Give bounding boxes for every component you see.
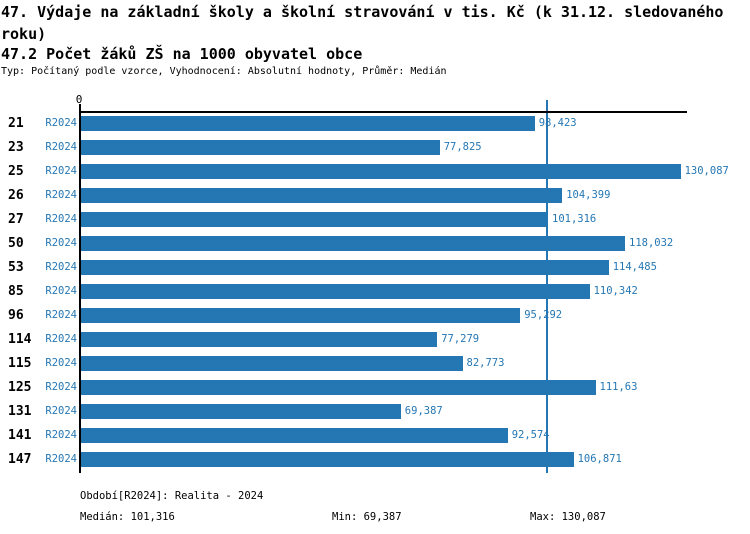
chart-row: 23 R2024 77,825 xyxy=(0,140,750,155)
bar-value-label: 98,423 xyxy=(538,117,577,129)
bar-value-label: 69,387 xyxy=(404,405,443,417)
chart-row: 115 R2024 82,773 xyxy=(0,356,750,371)
chart-row: 131 R2024 69,387 xyxy=(0,404,750,419)
bar-value-label: 92,574 xyxy=(511,429,550,441)
series-label: R2024 xyxy=(45,213,77,225)
category-label: 131 xyxy=(8,404,32,419)
bar[interactable] xyxy=(81,284,590,299)
bar-value-label: 118,032 xyxy=(629,237,674,249)
chart-row: 26 R2024 104,399 xyxy=(0,188,750,203)
bar[interactable] xyxy=(81,404,401,419)
series-label: R2024 xyxy=(45,285,77,297)
chart-row: 96 R2024 95,292 xyxy=(0,308,750,323)
bar[interactable] xyxy=(81,140,440,155)
bar[interactable] xyxy=(81,236,625,251)
bar[interactable] xyxy=(81,332,438,347)
bar-value-label: 114,485 xyxy=(612,261,657,273)
chart-row: 27 R2024 101,316 xyxy=(0,212,750,227)
bar[interactable] xyxy=(81,452,574,467)
footer-min-label: Min: 69,387 xyxy=(332,511,402,523)
bar-value-label: 77,279 xyxy=(441,333,480,345)
series-label: R2024 xyxy=(45,357,77,369)
series-label: R2024 xyxy=(45,261,77,273)
series-label: R2024 xyxy=(45,117,77,129)
category-label: 25 xyxy=(8,164,24,179)
bar[interactable] xyxy=(81,164,681,179)
category-label: 96 xyxy=(8,308,24,323)
bar[interactable] xyxy=(81,308,521,323)
bar[interactable] xyxy=(81,188,563,203)
bar-value-label: 104,399 xyxy=(566,189,611,201)
series-label: R2024 xyxy=(45,237,77,249)
bar-value-label: 111,63 xyxy=(599,381,638,393)
series-label: R2024 xyxy=(45,429,77,441)
bar[interactable] xyxy=(81,356,463,371)
chart-subtitle-indicator: 47.2 Počet žáků ZŠ na 1000 obyvatel obce xyxy=(1,45,363,63)
chart-row: 53 R2024 114,485 xyxy=(0,260,750,275)
category-label: 114 xyxy=(8,332,32,347)
y-axis-line xyxy=(79,104,81,473)
series-label: R2024 xyxy=(45,381,77,393)
series-label: R2024 xyxy=(45,165,77,177)
bar-value-label: 130,087 xyxy=(684,165,729,177)
bar[interactable] xyxy=(81,116,535,131)
x-axis-line xyxy=(79,111,687,113)
bar-value-label: 106,871 xyxy=(577,453,622,465)
bar-value-label: 77,825 xyxy=(443,141,482,153)
footer-median-label: Medián: 101,316 xyxy=(80,511,175,523)
series-label: R2024 xyxy=(45,309,77,321)
series-label: R2024 xyxy=(45,141,77,153)
bar-value-label: 110,342 xyxy=(593,285,638,297)
chart-row: 114 R2024 77,279 xyxy=(0,332,750,347)
chart-row: 21 R2024 98,423 xyxy=(0,116,750,131)
category-label: 50 xyxy=(8,236,24,251)
category-label: 147 xyxy=(8,452,32,467)
category-label: 141 xyxy=(8,428,32,443)
chart-title-line-2: roku) xyxy=(1,25,47,43)
bar-value-label: 101,316 xyxy=(552,213,597,225)
chart-type-info: Typ: Počítaný podle vzorce, Vyhodnocení:… xyxy=(1,66,447,77)
bar[interactable] xyxy=(81,212,548,227)
chart-row: 50 R2024 118,032 xyxy=(0,236,750,251)
category-label: 26 xyxy=(8,188,24,203)
chart-row: 147 R2024 106,871 xyxy=(0,452,750,467)
chart-title-line-1: 47. Výdaje na základní školy a školní st… xyxy=(1,3,724,21)
bar[interactable] xyxy=(81,380,596,395)
series-label: R2024 xyxy=(45,453,77,465)
series-label: R2024 xyxy=(45,405,77,417)
chart-row: 85 R2024 110,342 xyxy=(0,284,750,299)
bar-value-label: 95,292 xyxy=(524,309,563,321)
category-label: 21 xyxy=(8,116,24,131)
chart-row: 25 R2024 130,087 xyxy=(0,164,750,179)
footer-period-label: Období[R2024]: Realita - 2024 xyxy=(80,490,264,502)
category-label: 53 xyxy=(8,260,24,275)
x-axis-zero-tick-label: 0 xyxy=(75,93,83,106)
footer-max-label: Max: 130,087 xyxy=(530,511,606,523)
category-label: 23 xyxy=(8,140,24,155)
bar[interactable] xyxy=(81,428,508,443)
bar-value-label: 82,773 xyxy=(466,357,505,369)
category-label: 27 xyxy=(8,212,24,227)
series-label: R2024 xyxy=(45,189,77,201)
chart-row: 125 R2024 111,63 xyxy=(0,380,750,395)
chart-row: 141 R2024 92,574 xyxy=(0,428,750,443)
category-label: 125 xyxy=(8,380,32,395)
category-label: 85 xyxy=(8,284,24,299)
category-label: 115 xyxy=(8,356,32,371)
series-label: R2024 xyxy=(45,333,77,345)
bar[interactable] xyxy=(81,260,609,275)
